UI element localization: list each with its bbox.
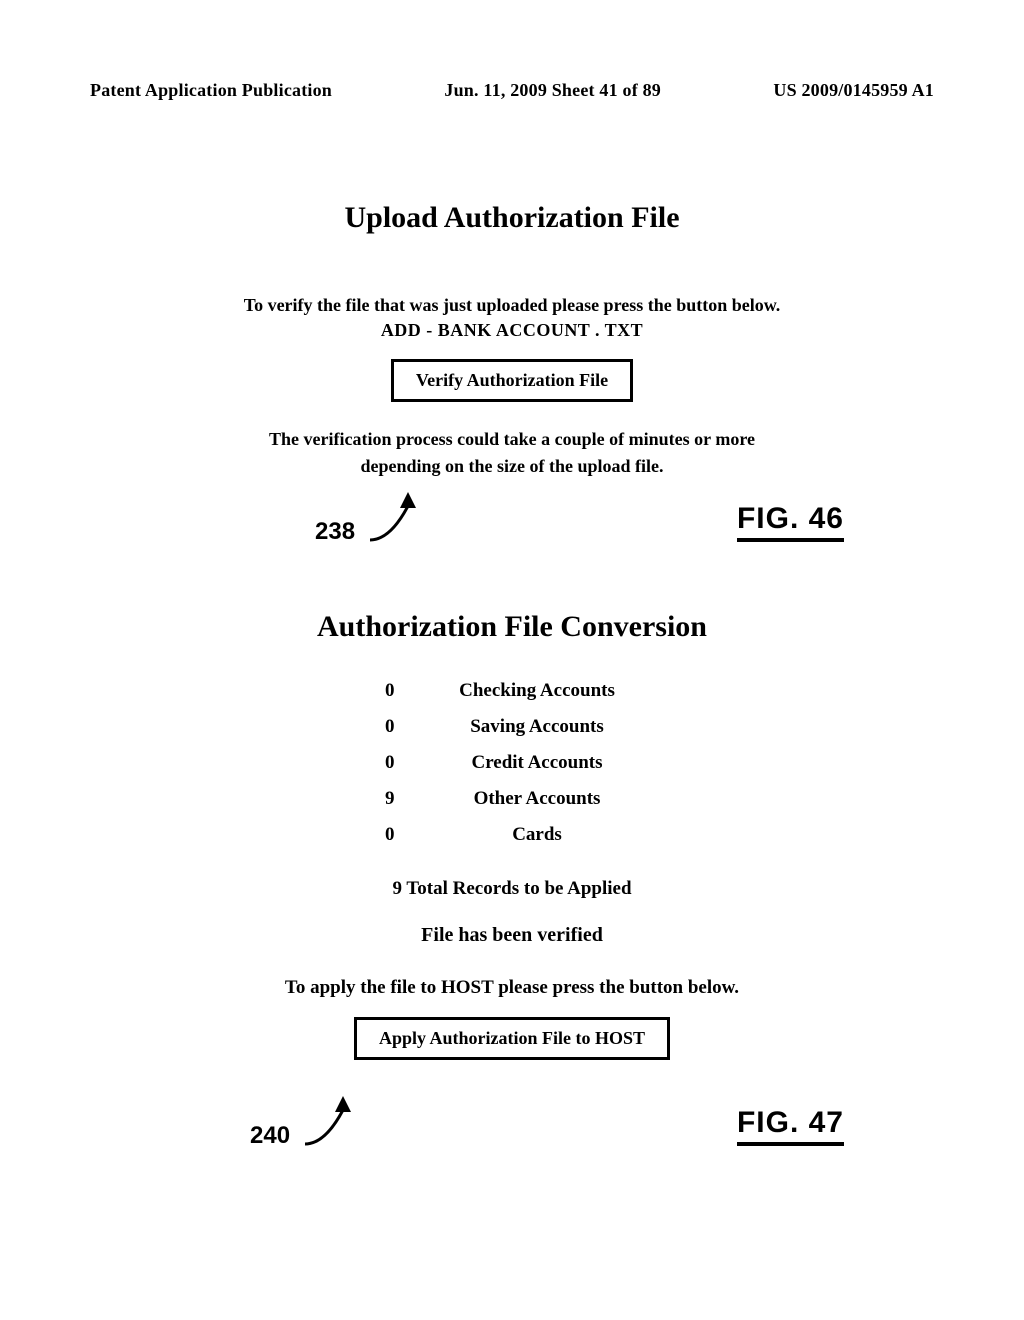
fig47-ref-number: 240 [250, 1122, 290, 1150]
fig46-label: FIG. 46 [737, 502, 844, 542]
verified-status: File has been verified [80, 924, 944, 947]
row-label: Other Accounts [427, 788, 647, 810]
total-records: 9 Total Records to be Applied [80, 878, 944, 900]
fig46-instruction: To verify the file that was just uploade… [80, 295, 944, 316]
fig46-ref-number: 238 [315, 518, 355, 546]
row-label: Saving Accounts [427, 716, 647, 738]
fig46-ref-row: 238 FIG. 46 [80, 490, 944, 560]
figure-47: Authorization File Conversion 0 Checking… [80, 610, 944, 1164]
fig47-ref-row: 240 FIG. 47 [80, 1094, 944, 1164]
fig46-arrow-icon [360, 490, 430, 545]
fig46-title: Upload Authorization File [80, 201, 944, 235]
fig47-label: FIG. 47 [737, 1106, 844, 1146]
apply-instruction: To apply the file to HOST please press t… [80, 977, 944, 999]
table-row: 0 Checking Accounts [377, 680, 647, 702]
apply-button[interactable]: Apply Authorization File to HOST [354, 1017, 670, 1060]
verify-button[interactable]: Verify Authorization File [391, 359, 633, 402]
conversion-table: 0 Checking Accounts 0 Saving Accounts 0 … [377, 680, 647, 860]
table-row: 0 Credit Accounts [377, 752, 647, 774]
header-center: Jun. 11, 2009 Sheet 41 of 89 [444, 80, 661, 101]
row-label: Credit Accounts [427, 752, 647, 774]
table-row: 9 Other Accounts [377, 788, 647, 810]
table-row: 0 Saving Accounts [377, 716, 647, 738]
table-row: 0 Cards [377, 824, 647, 846]
figure-46: Upload Authorization File To verify the … [80, 201, 944, 560]
patent-page: Patent Application Publication Jun. 11, … [0, 0, 1024, 1320]
row-label: Cards [427, 824, 647, 846]
row-label: Checking Accounts [427, 680, 647, 702]
fig46-note-line1: The verification process could take a co… [80, 426, 944, 453]
fig47-arrow-icon [295, 1094, 365, 1149]
header-right: US 2009/0145959 A1 [773, 80, 934, 101]
row-count: 0 [377, 824, 427, 846]
page-header: Patent Application Publication Jun. 11, … [80, 80, 944, 101]
row-count: 0 [377, 716, 427, 738]
row-count: 0 [377, 680, 427, 702]
fig46-filename: ADD - BANK ACCOUNT . TXT [80, 320, 944, 341]
header-left: Patent Application Publication [90, 80, 332, 101]
row-count: 9 [377, 788, 427, 810]
fig47-title: Authorization File Conversion [80, 610, 944, 644]
row-count: 0 [377, 752, 427, 774]
fig46-note-line2: depending on the size of the upload file… [80, 453, 944, 480]
